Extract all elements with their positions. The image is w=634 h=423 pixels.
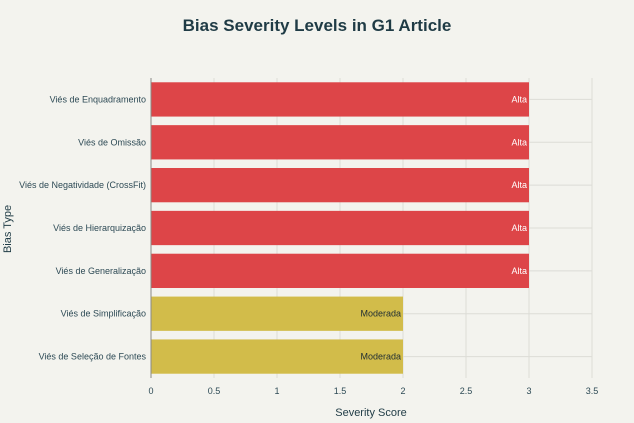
x-tick-label: 2: [400, 386, 405, 396]
bar: [151, 253, 529, 288]
y-tick-label: Viés de Negatividade (CrossFit): [19, 180, 146, 190]
y-tick-label: Viés de Enquadramento: [50, 94, 146, 104]
y-tick-label: Viés de Hierarquização: [53, 223, 146, 233]
bar-data-label: Alta: [511, 180, 527, 190]
y-tick-labels: Viés de Enquadramento Viés de Omissão Viés…: [19, 94, 146, 361]
bar: [151, 339, 403, 374]
bars: Alta Alta Alta Alta Alta Moderada Moderada: [151, 82, 529, 374]
y-tick-label: Viés de Omissão: [78, 137, 146, 147]
bar-data-label: Moderada: [360, 352, 401, 362]
bar: [151, 125, 529, 160]
bar-data-label: Alta: [511, 94, 527, 104]
x-tick-label: 0: [148, 386, 153, 396]
x-tick-label: 1: [274, 386, 279, 396]
y-tick-label: Viés de Simplificação: [61, 309, 146, 319]
y-tick-label: Viés de Generalização: [56, 266, 146, 276]
bar: [151, 82, 529, 117]
y-tick-label: Viés de Seleção de Fontes: [39, 352, 147, 362]
bar: [151, 296, 403, 331]
y-axis-title: Bias Type: [2, 205, 14, 253]
x-tick-label: 2.5: [460, 386, 473, 396]
x-tick-label: 0.5: [208, 386, 221, 396]
bar-data-label: Moderada: [360, 309, 401, 319]
x-tick-label: 1.5: [334, 386, 347, 396]
x-tick-label: 3: [526, 386, 531, 396]
bar: [151, 168, 529, 203]
bar-data-label: Alta: [511, 223, 527, 233]
bar-data-label: Alta: [511, 137, 527, 147]
x-tick-labels: 0 0.5 1 1.5 2 2.5 3 3.5: [148, 386, 598, 396]
x-tick-label: 3.5: [586, 386, 599, 396]
chart-title: Bias Severity Levels in G1 Article: [183, 16, 452, 35]
bar: [151, 210, 529, 246]
bar-data-label: Alta: [511, 266, 527, 276]
x-axis-title: Severity Score: [335, 407, 407, 419]
